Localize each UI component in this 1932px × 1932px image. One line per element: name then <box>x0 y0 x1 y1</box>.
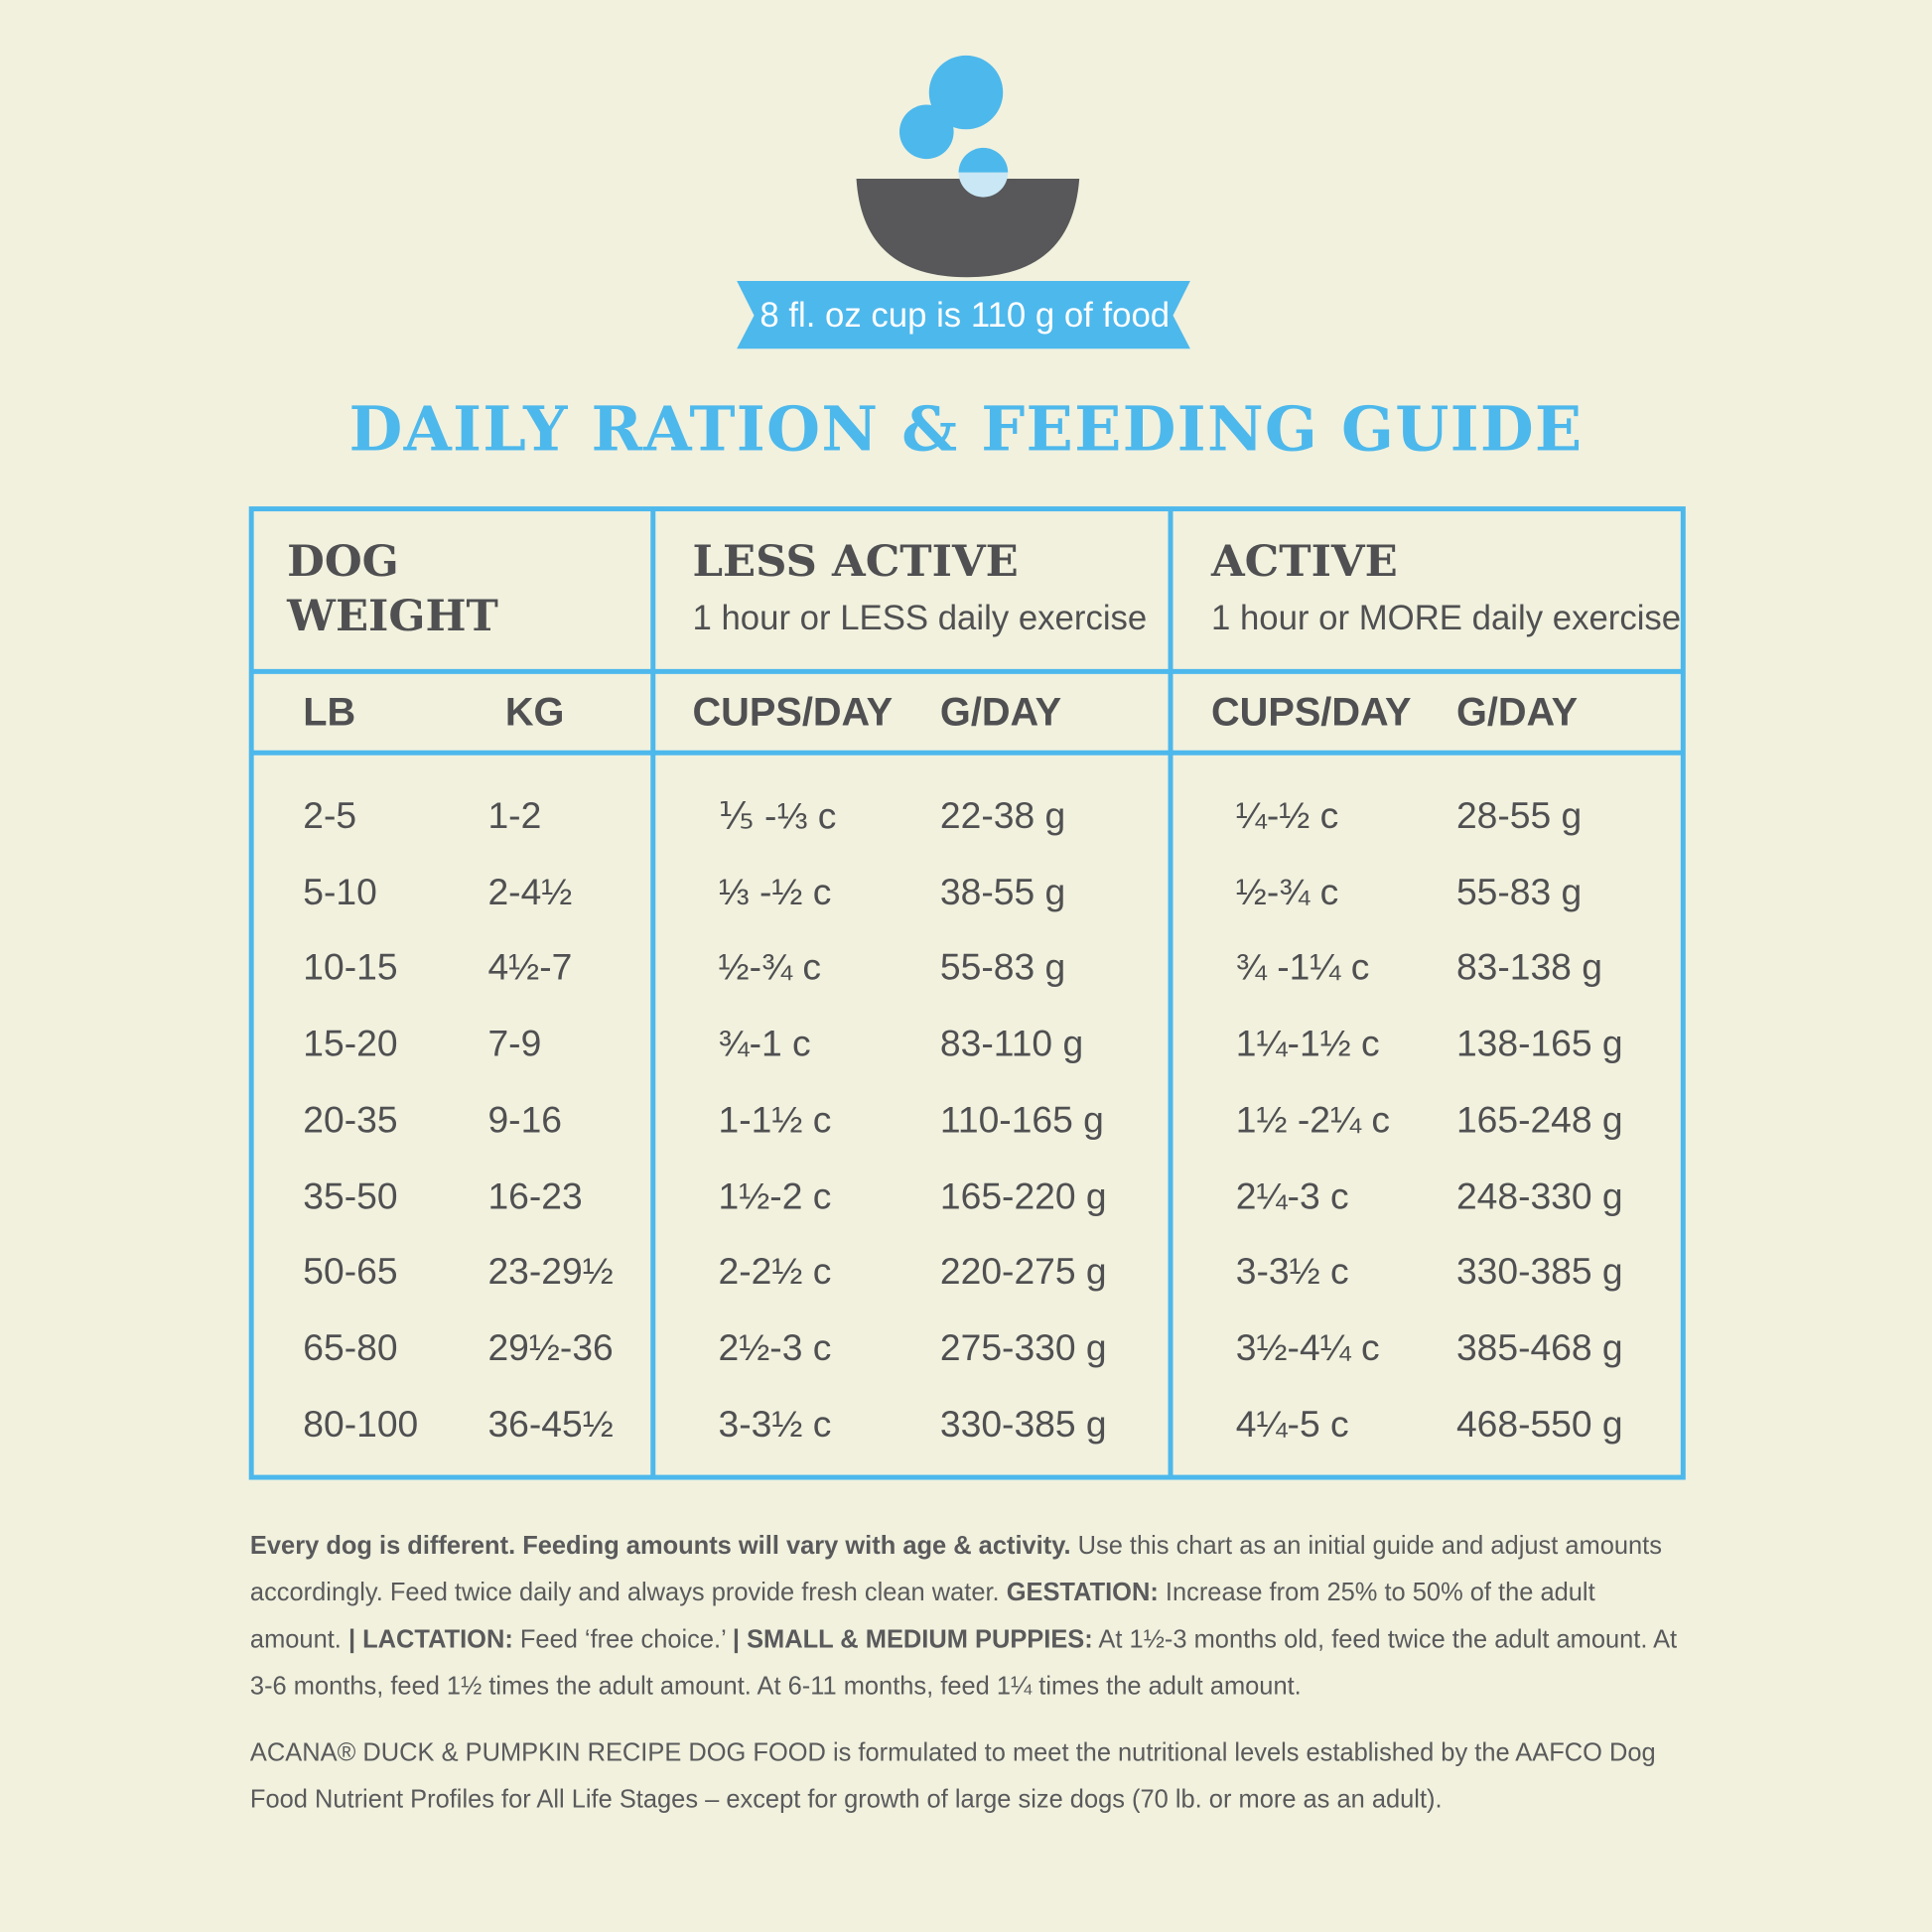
cell: 330-385 g <box>1455 1252 1623 1294</box>
cell: 83-138 g <box>1455 947 1602 989</box>
cell: 2-2½ c <box>718 1252 832 1294</box>
cell: 80-100 <box>303 1404 419 1446</box>
badge: 8 fl. oz cup is 110 g of food <box>759 295 1171 335</box>
note-text: GESTATION: <box>1006 1578 1159 1607</box>
food-ball <box>928 55 1004 130</box>
food-ball <box>898 104 954 160</box>
group-title: LESS ACTIVE <box>692 536 1019 588</box>
cell: 3-3½ c <box>718 1404 832 1446</box>
cell: 15-20 <box>303 1024 398 1065</box>
title: DAILY RATION & FEEDING GUIDE <box>348 392 1584 466</box>
cell: 275-330 g <box>939 1327 1107 1369</box>
note-text: At 1½-3 months old, feed twice the adult… <box>249 1624 1685 1701</box>
column-header: G/DAY <box>1455 689 1579 735</box>
cell: 165-220 g <box>939 1175 1107 1217</box>
cell: 385-468 g <box>1455 1327 1623 1369</box>
group-title: ACTIVE <box>1210 536 1398 588</box>
cell: 3-3½ c <box>1235 1252 1349 1294</box>
cell: 220-275 g <box>939 1252 1107 1294</box>
cell: ½-¾ c <box>718 947 822 989</box>
group-subtitle: 1 hour or MORE daily exercise <box>1210 599 1682 637</box>
cell: 468-550 g <box>1455 1404 1623 1446</box>
cell: 2¼-3 c <box>1235 1175 1349 1217</box>
cell: ⅕ -⅓ c <box>718 796 837 838</box>
note-text: | LACTATION: <box>347 1624 513 1654</box>
food-ball <box>958 172 1009 198</box>
cell: ¼-½ c <box>1235 795 1339 837</box>
table-lines <box>248 506 1686 1480</box>
cell: 23-29½ <box>487 1252 614 1294</box>
cell: 55-83 g <box>939 947 1066 989</box>
cell: ¾-1 c <box>718 1024 811 1065</box>
cell: ⅓ -½ c <box>718 872 832 913</box>
cell: 20-35 <box>303 1100 398 1141</box>
cell: 83-110 g <box>939 1024 1084 1065</box>
note-text: Increase from 25% to 50% of the adult am… <box>249 1578 1602 1654</box>
group-title: WEIGHT <box>287 591 498 641</box>
cell: 29½-36 <box>487 1327 614 1369</box>
cell: 1½-2 c <box>718 1175 832 1217</box>
notes: Every dog is different. Feeding amounts … <box>250 1523 1692 1844</box>
cell: 4½-7 <box>487 947 573 989</box>
cell: 2-4½ <box>487 872 573 913</box>
note-paragraph: Every dog is different. Feeding amounts … <box>250 1523 1692 1711</box>
cell: ½-¾ c <box>1235 872 1339 913</box>
cell: 35-50 <box>303 1175 398 1217</box>
note-text: Use this chart as an initial guide and a… <box>249 1531 1670 1607</box>
cell: 36-45½ <box>487 1404 614 1446</box>
note-text: ACANA® DUCK & PUMPKIN RECIPE DOG FOOD is… <box>249 1738 1663 1814</box>
cell: 28-55 g <box>1455 795 1583 837</box>
column-header: LB <box>303 689 356 735</box>
column-header: CUPS/DAY <box>692 689 894 735</box>
note-paragraph: ACANA® DUCK & PUMPKIN RECIPE DOG FOOD is… <box>250 1729 1692 1823</box>
cell: 9-16 <box>487 1100 562 1141</box>
cell: 110-165 g <box>939 1100 1104 1141</box>
cell: 165-248 g <box>1455 1100 1623 1141</box>
cell: 10-15 <box>303 947 398 989</box>
cell: 1-1½ c <box>718 1100 832 1141</box>
cell: 138-165 g <box>1455 1024 1623 1065</box>
cell: 4¼-5 c <box>1235 1404 1349 1446</box>
cell: 7-9 <box>487 1024 542 1065</box>
column-header: KG <box>504 689 565 735</box>
column-header: CUPS/DAY <box>1210 689 1412 735</box>
note-text: | SMALL & MEDIUM PUPPIES: <box>732 1624 1093 1654</box>
cell: 1-2 <box>487 795 542 837</box>
badge-ribbon <box>737 280 1190 349</box>
note-text: Feed ‘free choice.’ <box>512 1624 733 1654</box>
cell: 65-80 <box>303 1327 398 1369</box>
cell: 330-385 g <box>939 1404 1107 1446</box>
group-title: DOG <box>287 536 399 588</box>
food-ball <box>958 147 1009 173</box>
group-subtitle: 1 hour or LESS daily exercise <box>692 599 1148 637</box>
cell: 3½-4¼ c <box>1235 1327 1380 1369</box>
cell: ¾ -1¼ c <box>1235 947 1370 989</box>
cell: 50-65 <box>303 1252 398 1294</box>
cell: 22-38 g <box>939 795 1066 837</box>
column-header: G/DAY <box>939 689 1062 735</box>
bowl <box>856 178 1080 278</box>
cell: 5-10 <box>303 872 377 913</box>
cell: 1¼-1½ c <box>1235 1024 1380 1065</box>
cell: 2½-3 c <box>718 1327 832 1369</box>
cell: 248-330 g <box>1455 1175 1623 1217</box>
cell: 38-55 g <box>939 872 1066 913</box>
cell: 1½ -2¼ c <box>1235 1100 1391 1141</box>
cell: 55-83 g <box>1455 872 1583 913</box>
note-text: Every dog is different. Feeding amounts … <box>249 1531 1071 1561</box>
cell: 16-23 <box>487 1175 583 1217</box>
cell: 2-5 <box>303 795 357 837</box>
